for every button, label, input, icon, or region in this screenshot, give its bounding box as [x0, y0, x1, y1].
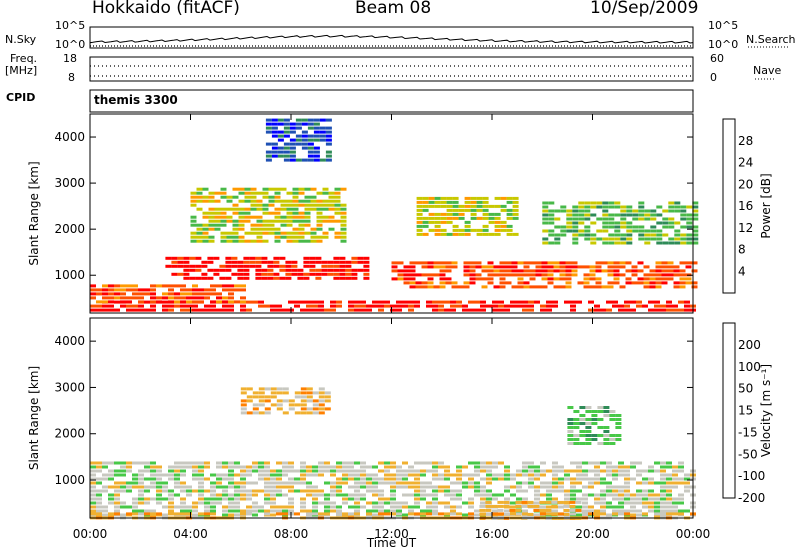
- cpid-label: CPID: [6, 91, 36, 104]
- colorbar-frame: [722, 322, 736, 499]
- x-tick-label: 00:00: [676, 527, 711, 541]
- x-tick-label: 04:00: [173, 527, 208, 541]
- nsky-bottom-tick-right: 10^0: [708, 38, 739, 51]
- freq-bottom-tick: 8: [68, 71, 75, 84]
- nave-bottom-tick: 0: [710, 71, 717, 84]
- colorbar-tick-label: 100: [738, 360, 761, 374]
- x-axis-label: Time UT: [366, 536, 417, 550]
- beam-title: Beam 08: [355, 0, 432, 18]
- nave-label: Nave: [753, 64, 782, 77]
- colorbar-tick-label: 200: [738, 338, 761, 352]
- colorbar-tick-label: 20: [738, 177, 753, 191]
- freq-strip: [89, 56, 694, 82]
- colorbar-tick-label: 16: [738, 199, 753, 213]
- nsky-top-tick: 10^5: [55, 19, 86, 32]
- y-tick-label: 1000: [54, 473, 85, 487]
- colorbar-label: Velocity [m s⁻¹]: [759, 364, 773, 457]
- freq-top-tick: 18: [63, 52, 77, 65]
- y-tick-label: 2000: [54, 427, 85, 441]
- colorbar-label: Power [dB]: [759, 173, 773, 238]
- colorbar-frame: [722, 118, 736, 294]
- x-tick-label: 08:00: [274, 527, 309, 541]
- nsky-trace: [89, 34, 694, 44]
- nsky-strip: [89, 26, 694, 49]
- colorbar-tick-label: 12: [738, 221, 753, 235]
- nsearch-label: N.Search: [746, 33, 796, 46]
- y-tick-label: 4000: [54, 130, 85, 144]
- freq-label: Freq.: [10, 52, 38, 65]
- y-axis-label: Slant Range [km]: [27, 161, 41, 265]
- x-tick-label: 16:00: [475, 527, 510, 541]
- heatmap-power: [90, 118, 699, 312]
- colorbar-tick-label: 50: [738, 382, 753, 396]
- colorbar-tick-label: 4: [738, 264, 746, 278]
- x-tick-label: 00:00: [73, 527, 108, 541]
- colorbar-tick-label: 15: [738, 404, 753, 418]
- colorbar-tick-label: 24: [738, 156, 753, 170]
- colorbar-tick-label: -200: [738, 491, 765, 505]
- nave-top-tick: 60: [710, 52, 724, 65]
- y-axis-label: Slant Range [km]: [27, 366, 41, 470]
- heatmap-velocity: [90, 387, 696, 520]
- y-tick-label: 4000: [54, 334, 85, 348]
- y-tick-label: 1000: [54, 268, 85, 282]
- station-title: Hokkaido (fitACF): [92, 0, 240, 18]
- nsky-label: N.Sky: [5, 33, 37, 46]
- y-tick-label: 2000: [54, 222, 85, 236]
- colorbar-tick-label: -50: [738, 447, 758, 461]
- colorbar-tick-label: -100: [738, 469, 765, 483]
- nsky-bottom-tick: 10^0: [55, 38, 86, 51]
- freq-unit-label: [MHz]: [5, 64, 38, 77]
- cpid-strip: [89, 89, 694, 113]
- y-tick-label: 3000: [54, 380, 85, 394]
- nsky-top-tick-right: 10^5: [708, 19, 739, 32]
- cpid-text: themis 3300: [94, 93, 178, 107]
- colorbar-tick-label: -15: [738, 425, 758, 439]
- x-tick-label: 12:00: [374, 527, 409, 541]
- date-title: 10/Sep/2009: [590, 0, 699, 18]
- colorbar-tick-label: 8: [738, 243, 746, 257]
- x-tick-label: 20:00: [575, 527, 610, 541]
- y-tick-label: 3000: [54, 176, 85, 190]
- colorbar-tick-label: 28: [738, 134, 753, 148]
